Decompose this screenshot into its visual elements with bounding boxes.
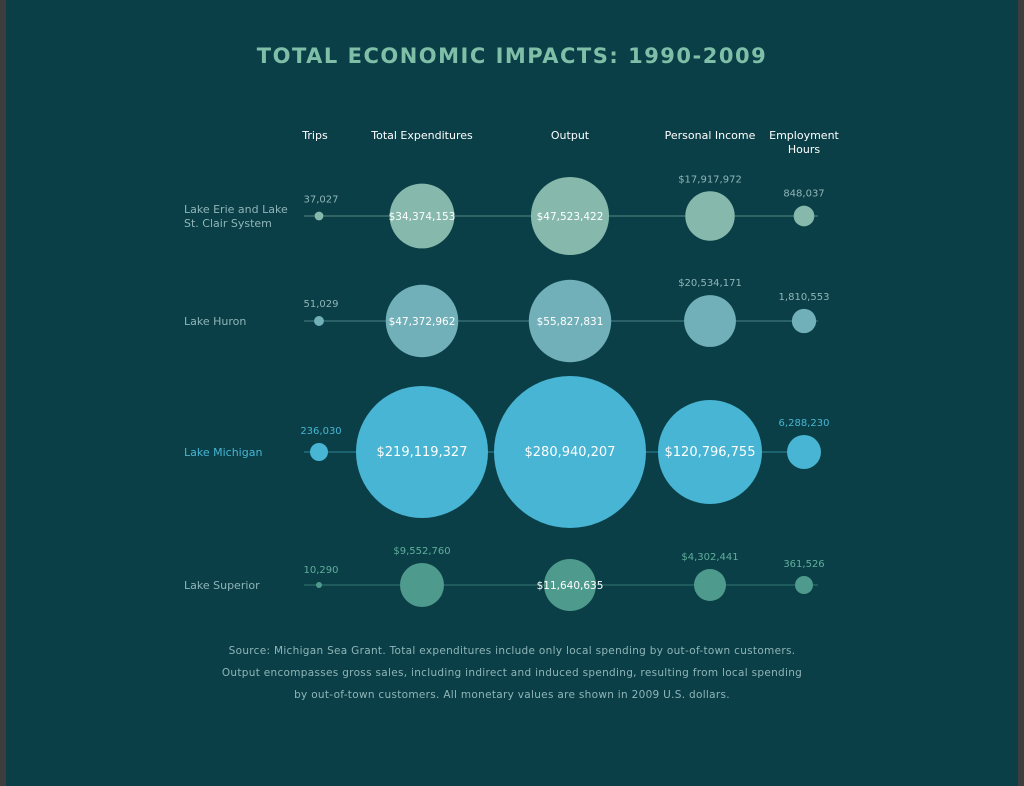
chart-title: TOTAL ECONOMIC IMPACTS: 1990-2009 bbox=[256, 44, 768, 68]
column-header: Trips bbox=[301, 129, 328, 142]
column-header: Total Expenditures bbox=[370, 129, 473, 142]
bubble bbox=[658, 400, 762, 504]
bubble bbox=[787, 435, 821, 469]
data-label: $219,119,327 bbox=[377, 445, 468, 460]
data-label: $120,796,755 bbox=[665, 445, 756, 460]
row-label: Lake Erie and Lake bbox=[184, 203, 288, 216]
row-label: Lake Superior bbox=[184, 579, 260, 592]
data-label: $20,534,171 bbox=[678, 278, 742, 289]
bubble bbox=[400, 563, 444, 607]
bubble bbox=[544, 559, 596, 611]
bubble bbox=[389, 183, 455, 249]
row-label: St. Clair System bbox=[184, 217, 272, 230]
data-label: 361,526 bbox=[783, 559, 824, 570]
source-note: Source: Michigan Sea Grant. Total expend… bbox=[0, 640, 1024, 706]
column-header: Personal Income bbox=[665, 129, 756, 142]
bubble bbox=[685, 191, 735, 241]
data-label: $47,523,422 bbox=[537, 211, 604, 223]
bubble bbox=[694, 569, 726, 601]
bubble bbox=[530, 176, 610, 256]
data-label: 51,029 bbox=[304, 299, 339, 310]
data-label: $55,827,831 bbox=[537, 316, 604, 328]
bubble bbox=[684, 295, 736, 347]
data-label: $9,552,760 bbox=[393, 546, 450, 557]
data-label: $280,940,207 bbox=[525, 445, 616, 460]
source-line: by out-of-town customers. All monetary v… bbox=[294, 689, 730, 701]
bubble bbox=[494, 376, 646, 528]
bubble bbox=[310, 443, 328, 461]
source-line: Output encompasses gross sales, includin… bbox=[221, 667, 803, 679]
data-label: 37,027 bbox=[304, 195, 339, 206]
column-header: Employment bbox=[769, 129, 839, 142]
bubble bbox=[385, 284, 459, 358]
data-label: $34,374,153 bbox=[389, 211, 456, 223]
bubble bbox=[791, 308, 817, 334]
bubble bbox=[528, 279, 612, 363]
data-label: 848,037 bbox=[783, 189, 824, 200]
bubble bbox=[795, 576, 813, 594]
bubble bbox=[314, 316, 324, 326]
source-line: Source: Michigan Sea Grant. Total expend… bbox=[228, 645, 796, 657]
bubble bbox=[356, 386, 488, 518]
chart-background bbox=[6, 0, 1018, 786]
data-label: $17,917,972 bbox=[678, 174, 742, 185]
data-label: 236,030 bbox=[300, 426, 341, 437]
data-label: 10,290 bbox=[304, 565, 339, 576]
column-header: Hours bbox=[788, 143, 820, 156]
bubble bbox=[314, 211, 324, 221]
data-label: $47,372,962 bbox=[389, 316, 456, 328]
row-label: Lake Huron bbox=[184, 315, 246, 328]
data-label: $11,640,635 bbox=[537, 580, 604, 592]
data-label: 1,810,553 bbox=[779, 292, 830, 303]
bubble bbox=[793, 205, 815, 227]
data-label: 6,288,230 bbox=[779, 418, 830, 429]
bubble bbox=[316, 582, 322, 588]
column-header: Output bbox=[551, 129, 590, 142]
data-label: $4,302,441 bbox=[681, 552, 738, 563]
row-label: Lake Michigan bbox=[184, 446, 262, 459]
